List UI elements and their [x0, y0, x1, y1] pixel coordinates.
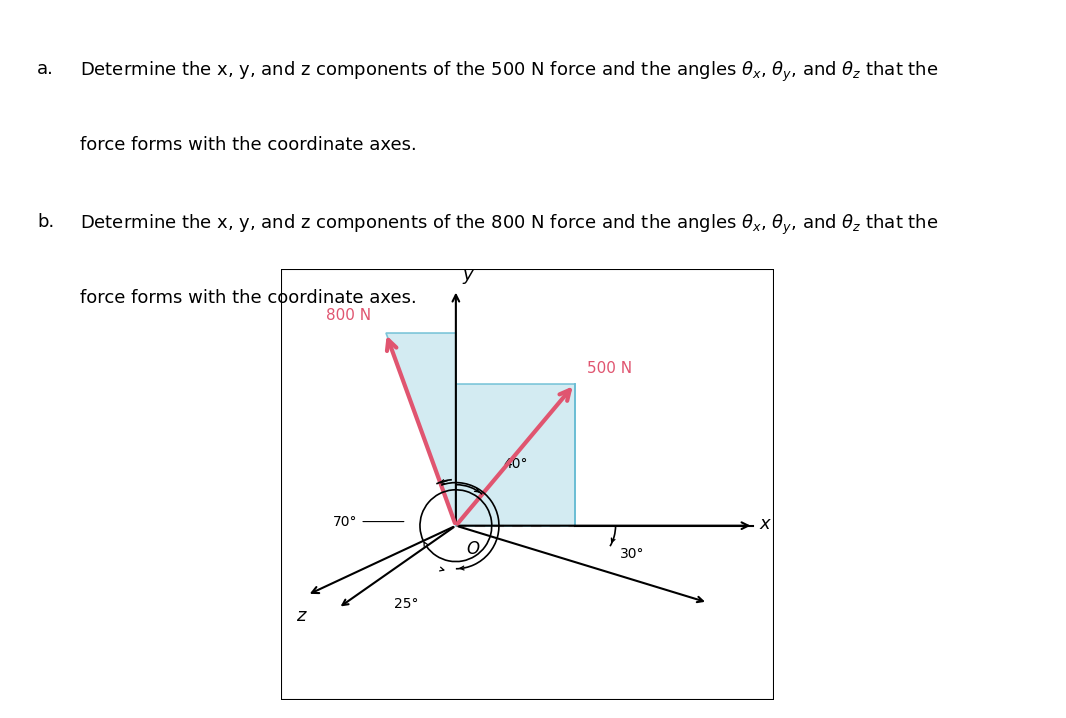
Text: 70°: 70° [333, 515, 404, 528]
Text: 30°: 30° [619, 547, 644, 561]
Text: y: y [462, 266, 472, 284]
Polygon shape [386, 333, 456, 526]
Polygon shape [456, 384, 575, 526]
Text: z: z [296, 607, 306, 625]
Text: b.: b. [37, 213, 54, 230]
Text: 500 N: 500 N [587, 361, 632, 376]
Text: O: O [466, 540, 480, 558]
Text: 40°: 40° [503, 457, 528, 471]
Text: x: x [759, 515, 770, 533]
Text: force forms with the coordinate axes.: force forms with the coordinate axes. [80, 136, 417, 154]
Text: 25°: 25° [394, 597, 419, 610]
Text: a.: a. [37, 60, 54, 78]
Text: Determine the x, y, and z components of the 800 N force and the angles $\theta_x: Determine the x, y, and z components of … [80, 213, 938, 237]
Text: Determine the x, y, and z components of the 500 N force and the angles $\theta_x: Determine the x, y, and z components of … [80, 60, 938, 84]
Text: 800 N: 800 N [326, 307, 371, 322]
Text: force forms with the coordinate axes.: force forms with the coordinate axes. [80, 289, 417, 307]
